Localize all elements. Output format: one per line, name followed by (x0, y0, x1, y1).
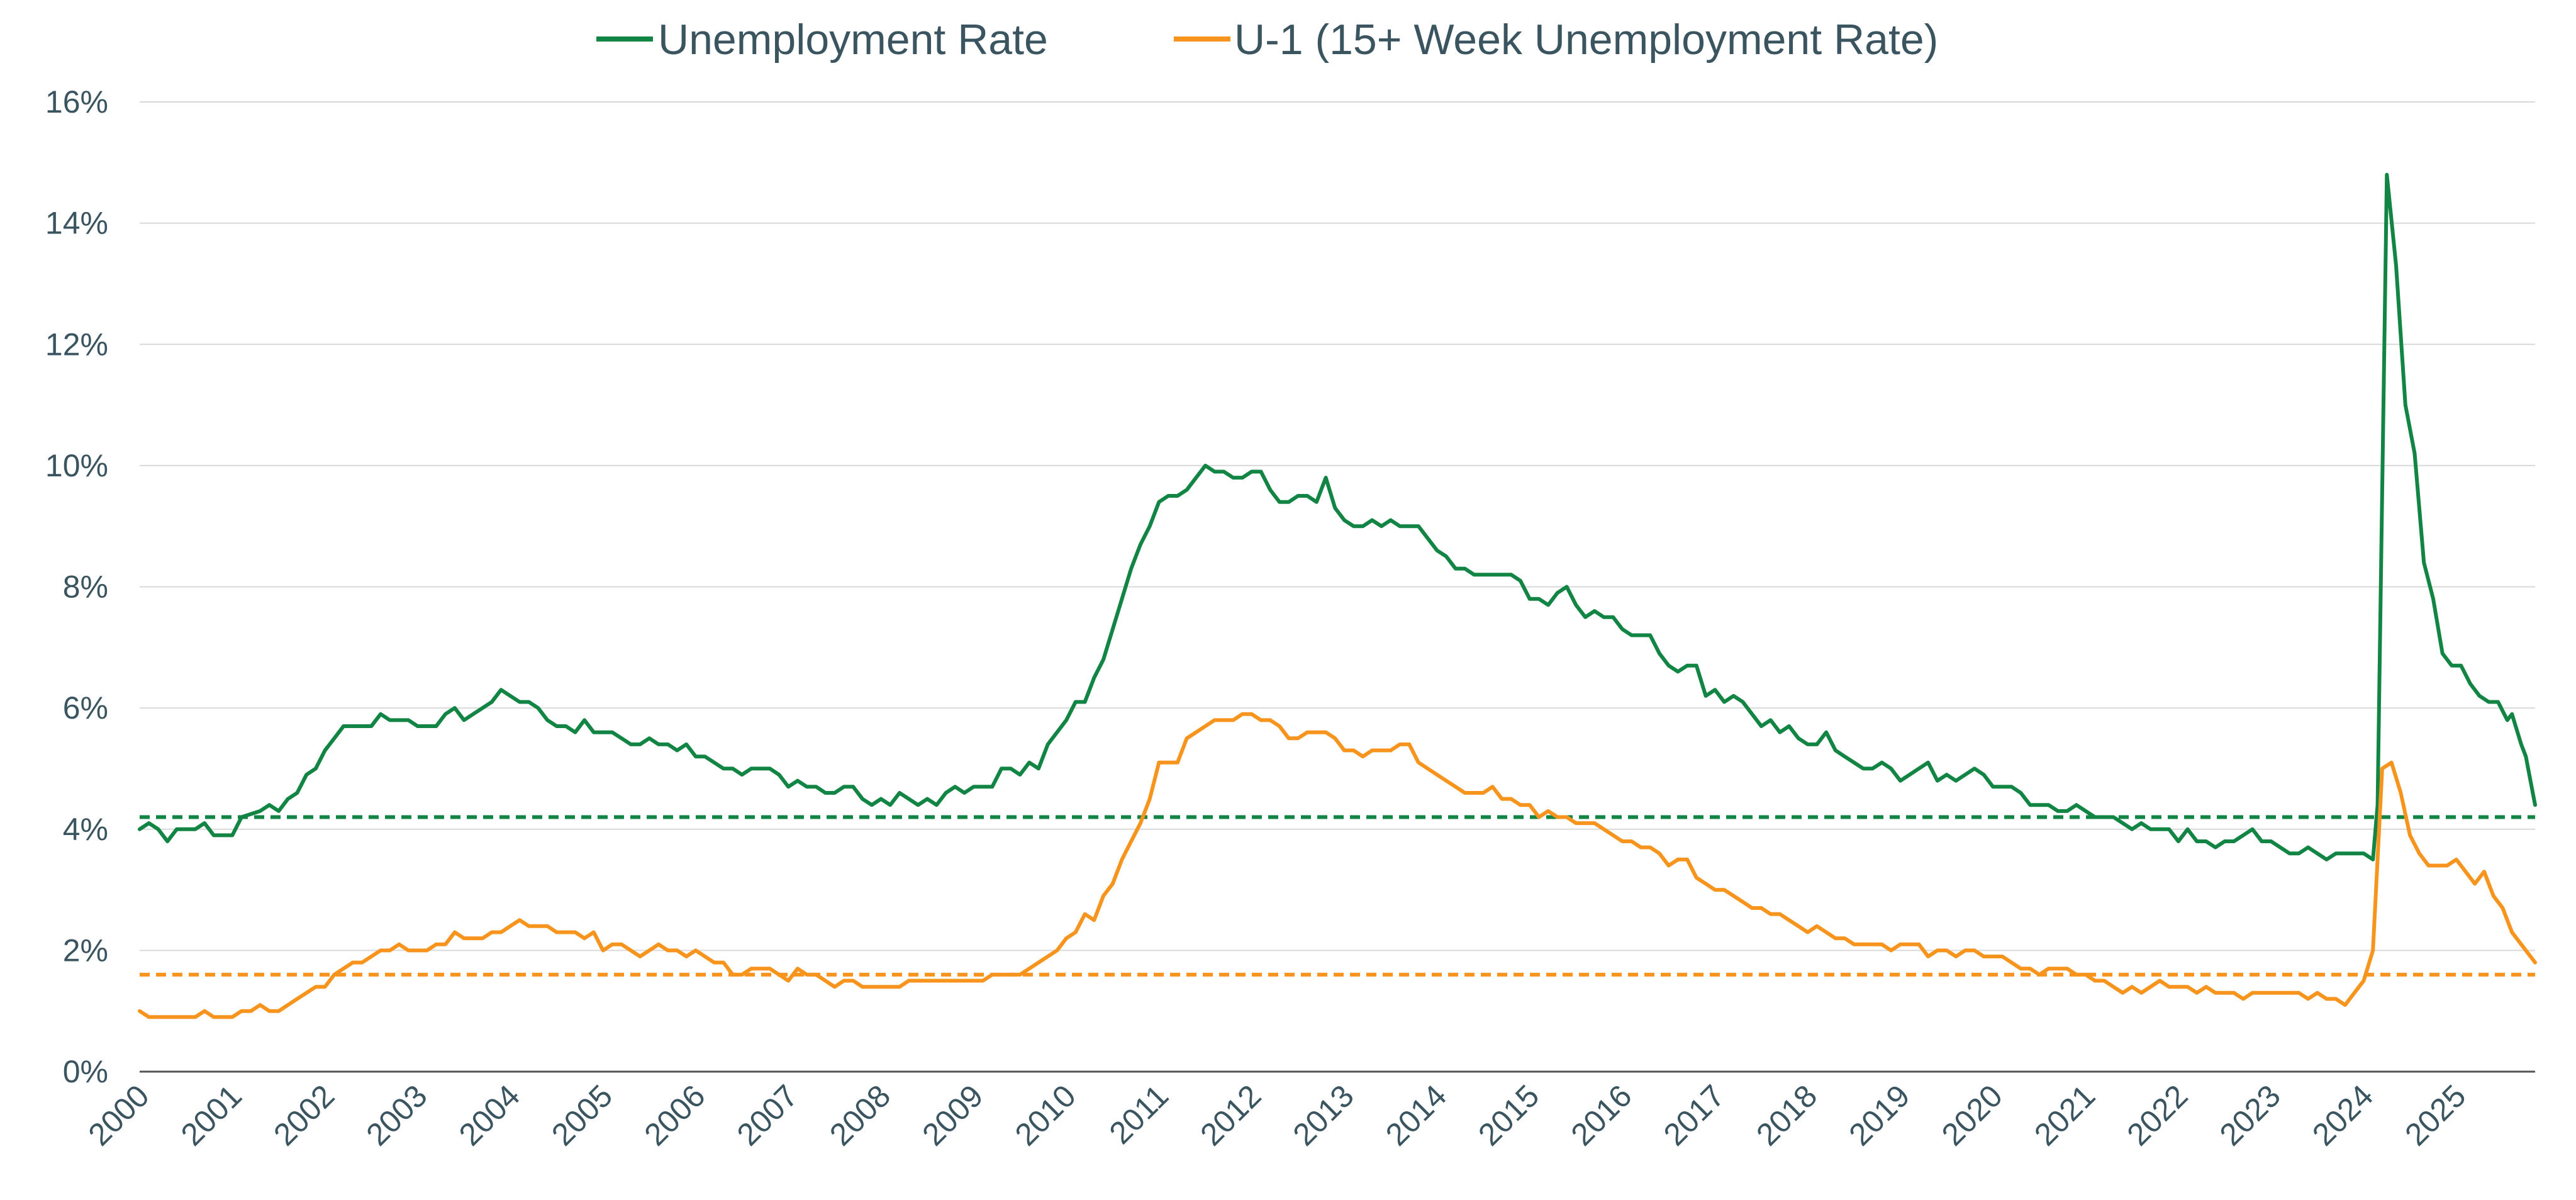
y-axis-tick-labels: 0% 2% 4% 6% 8% 10% 12% 14% 16% (45, 84, 108, 1089)
chart-legend: Unemployment Rate U-1 (15+ Week Unemploy… (596, 16, 1938, 64)
y-tick-label: 2% (63, 933, 108, 968)
x-tick-label: 2008 (823, 1078, 897, 1152)
x-tick-label: 2021 (2027, 1078, 2102, 1152)
x-tick-label: 2014 (1379, 1078, 1453, 1152)
y-tick-label: 12% (45, 327, 108, 362)
y-tick-label: 14% (45, 206, 108, 241)
x-tick-label: 2001 (174, 1078, 248, 1152)
x-tick-label: 2006 (637, 1078, 711, 1152)
x-tick-label: 2015 (1471, 1078, 1546, 1152)
x-tick-label: 2022 (2120, 1078, 2194, 1152)
x-tick-label: 2018 (1749, 1078, 1824, 1152)
x-tick-label: 2004 (452, 1078, 527, 1152)
y-tick-label: 16% (45, 84, 108, 120)
series-line-1 (138, 712, 2537, 1019)
y-tick-label: 6% (63, 690, 108, 726)
x-tick-label: 2020 (1935, 1078, 2009, 1152)
series-line-0 (138, 172, 2537, 861)
x-tick-label: 2003 (359, 1078, 433, 1152)
x-tick-label: 2009 (915, 1078, 990, 1152)
x-tick-label: 2007 (730, 1078, 805, 1152)
legend-label-u1-rate: U-1 (15+ Week Unemployment Rate) (1234, 16, 1938, 64)
y-tick-label: 4% (63, 812, 108, 847)
series-lines (138, 172, 2537, 1019)
x-tick-label: 2019 (1842, 1078, 1916, 1152)
y-tick-label: 8% (63, 569, 108, 605)
y-tick-label: 0% (63, 1054, 108, 1089)
x-tick-label: 2005 (545, 1078, 619, 1152)
y-gridlines (140, 101, 2535, 951)
x-tick-label: 2024 (2306, 1078, 2380, 1152)
x-tick-label: 2010 (1008, 1078, 1083, 1152)
reference-lines (140, 815, 2535, 977)
legend-label-unemployment-rate: Unemployment Rate (658, 16, 1048, 64)
x-tick-label: 2011 (1103, 1078, 1176, 1151)
y-tick-label: 10% (45, 448, 108, 483)
x-tick-label: 2012 (1193, 1078, 1268, 1152)
x-tick-label: 2013 (1286, 1078, 1361, 1152)
x-tick-label: 2016 (1564, 1078, 1639, 1152)
x-axis-tick-labels: 2000 2001 2002 2003 2004 2005 2006 2007 2008 2009… (82, 1078, 2473, 1152)
x-tick-label: 2025 (2398, 1078, 2472, 1152)
x-tick-label: 2023 (2213, 1078, 2287, 1152)
x-tick-label: 2017 (1657, 1078, 1731, 1152)
x-tick-label: 2002 (267, 1078, 341, 1152)
